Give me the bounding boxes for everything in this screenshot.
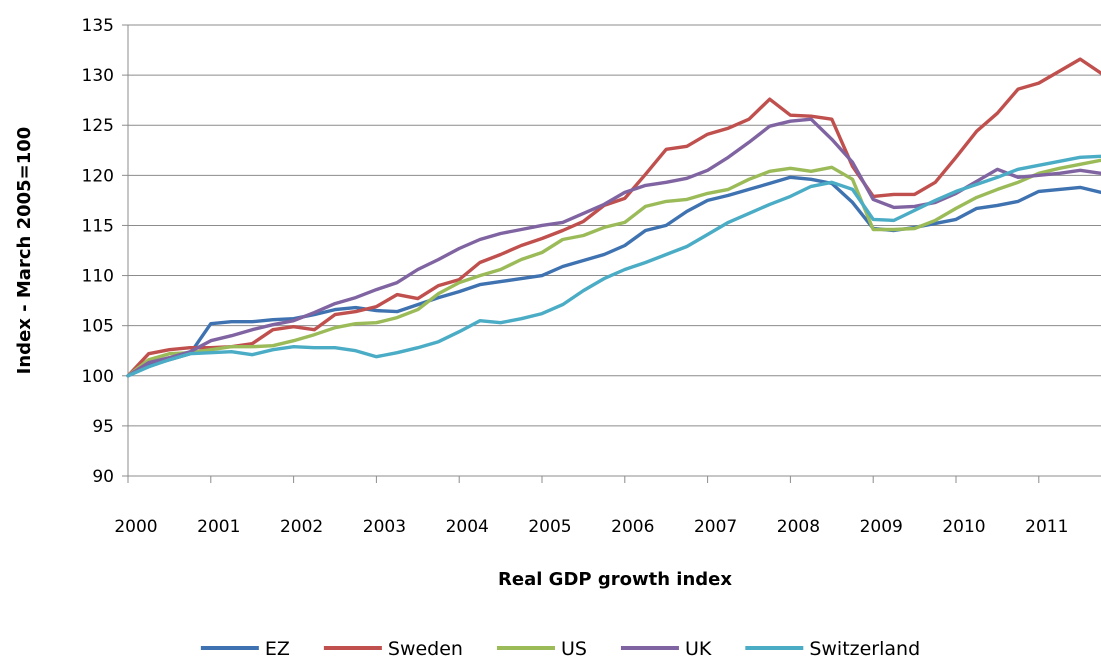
series-line-switzerland xyxy=(126,154,1101,378)
legend-entry-sweden: Sweden xyxy=(323,638,463,660)
series-line-us xyxy=(126,158,1101,378)
y-tick-label: 90 xyxy=(92,467,114,487)
y-tick-label: 95 xyxy=(92,417,114,437)
legend: EZ Sweden US UK Switzerland xyxy=(200,638,920,660)
x-tick-label: 2002 xyxy=(280,517,323,537)
y-tick-label: 100 xyxy=(82,367,114,387)
series-line-ez xyxy=(126,175,1101,378)
series-lines xyxy=(126,57,1101,378)
y-tick-label: 115 xyxy=(82,216,114,236)
legend-entry-uk: UK xyxy=(620,638,712,660)
axes xyxy=(127,25,1101,477)
series-line-sweden xyxy=(126,57,1101,378)
y-axis-title: Index - March 2005=100 xyxy=(14,127,35,375)
x-tick-label: 2000 xyxy=(114,517,157,537)
x-tick-label: 2008 xyxy=(777,517,820,537)
x-tick-label: 2004 xyxy=(446,517,489,537)
x-tick-label: 2011 xyxy=(1025,517,1068,537)
series-line-uk xyxy=(126,117,1101,378)
legend-label: Switzerland xyxy=(809,638,920,660)
y-tick-label: 105 xyxy=(82,317,114,337)
legend-label: UK xyxy=(685,638,712,660)
x-tick-label: 2006 xyxy=(611,517,654,537)
legend-label: EZ xyxy=(265,638,290,660)
y-tick-label: 110 xyxy=(82,267,114,287)
x-tick-label: 2007 xyxy=(694,517,737,537)
legend-label: US xyxy=(561,638,587,660)
legend-entry-ez: EZ xyxy=(200,638,290,660)
legend-entry-us: US xyxy=(496,638,587,660)
x-tick-label: 2005 xyxy=(528,517,571,537)
y-tick-label: 135 xyxy=(82,16,114,36)
x-tick-label: 2009 xyxy=(860,517,903,537)
x-axis-title: Real GDP growth index xyxy=(498,569,732,590)
x-tick-label: 2003 xyxy=(363,517,406,537)
y-tick-label: 130 xyxy=(82,66,114,86)
x-axis-ticks: 2000 2001 2002 2003 2004 2005 2006 2007 2008 2009… xyxy=(114,476,1068,537)
legend-label: Sweden xyxy=(388,638,463,660)
y-tick-label: 120 xyxy=(82,166,114,186)
legend-entry-switzerland: Switzerland xyxy=(745,638,920,660)
y-axis-ticks: 90 95 100 105 110 115 120 125 130 135 xyxy=(82,16,128,487)
x-tick-label: 2010 xyxy=(942,517,985,537)
y-tick-label: 125 xyxy=(82,116,114,136)
x-tick-label: 2001 xyxy=(197,517,240,537)
